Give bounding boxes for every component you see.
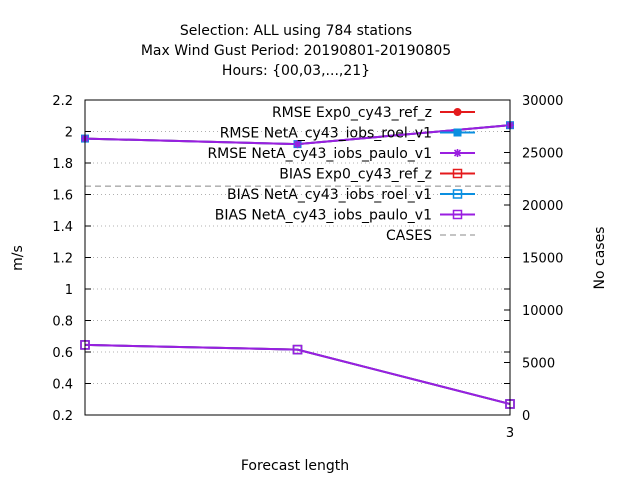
y-tick-label: 1 [65,283,73,298]
series-markers [80,121,515,409]
title-line: Hours: {00,03,...,21} [222,63,370,79]
legend-label: BIAS Exp0_cy43_ref_z [279,167,432,183]
x-tick-label: 3 [506,426,514,441]
title-line: Selection: ALL using 784 stations [180,23,412,39]
y2-tick-label: 30000 [522,94,563,109]
legend-label: RMSE NetA_cy43_iobs_roel_v1 [220,126,432,142]
y-tick-label: 1.4 [52,220,73,235]
y2-axis-ticks: 0 5000 10000 15000 20000 25000 30000 [504,94,563,424]
legend-label: RMSE NetA_cy43_iobs_paulo_v1 [207,146,432,162]
legend-marker [452,189,463,199]
y2-tick-label: 25000 [522,147,563,162]
legend-label: RMSE Exp0_cy43_ref_z [272,105,432,121]
title-line: Max Wind Gust Period: 20190801-20190805 [141,43,451,59]
y-tick-label: 2.2 [52,94,73,109]
y2-tick-label: 0 [522,409,530,424]
legend-marker [452,209,463,220]
series-line-5 [84,343,511,405]
x-axis-label: Forecast length [241,458,349,474]
y2-tick-label: 5000 [522,357,555,372]
y-tick-label: 0.4 [52,378,73,393]
y-tick-label: 1.8 [52,157,73,172]
grid [85,131,510,384]
legend-marker [453,108,462,116]
legend-label: CASES [386,228,432,244]
legend-marker [452,168,463,179]
y-tick-label: 1.2 [52,252,73,267]
legend-marker [453,128,462,137]
y-axis-label: m/s [10,245,26,271]
data-point [292,344,303,355]
y2-tick-label: 15000 [522,252,563,267]
legend-marker [453,149,462,157]
y-tick-label: 0.8 [52,315,73,330]
legend: RMSE Exp0_cy43_ref_z RMSE NetA_cy43_iobs_… [207,105,475,244]
y2-tick-label: 20000 [522,199,563,214]
legend-label: BIAS NetA_cy43_iobs_paulo_v1 [215,208,432,224]
x-axis-ticks: 3 [506,409,514,441]
y2-tick-label: 10000 [522,304,563,319]
data-point [293,140,302,149]
legend-label: BIAS NetA_cy43_iobs_roel_v1 [227,187,432,203]
y2-axis-label: No cases [592,227,608,290]
y-tick-label: 0.6 [52,346,73,361]
y-tick-label: 2 [65,126,73,141]
y-tick-label: 1.6 [52,189,73,204]
chart-title: Selection: ALL using 784 stations Max Win… [141,23,451,79]
y-tick-label: 0.2 [52,409,73,424]
y-axis-ticks: 0.2 0.4 0.6 0.8 1 1.2 1.4 1.6 1.8 2 2.2 [52,94,510,424]
